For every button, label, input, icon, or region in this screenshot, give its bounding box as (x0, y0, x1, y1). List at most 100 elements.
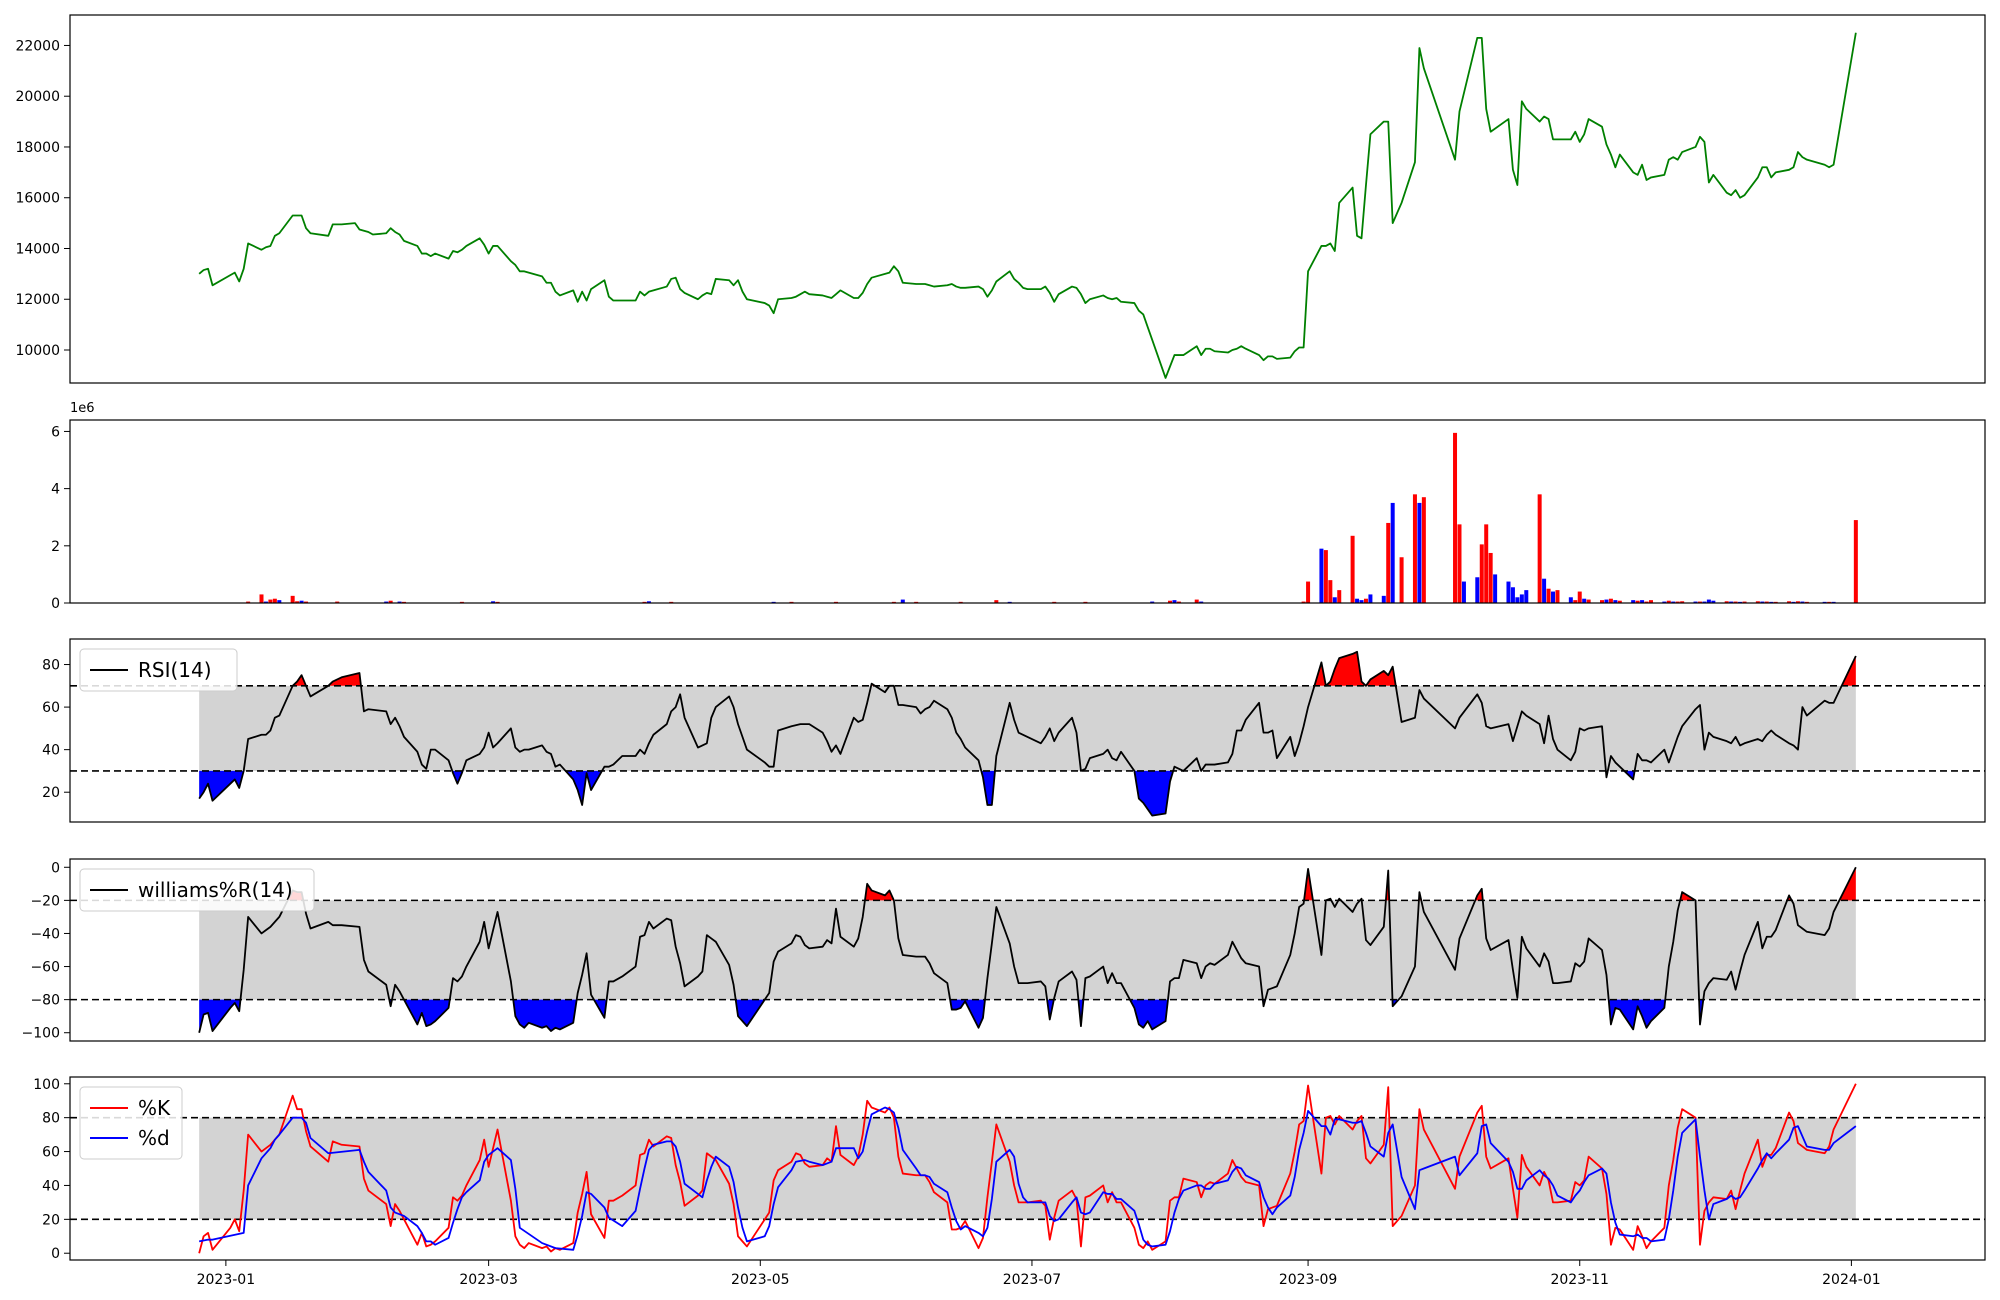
y-tick-label: 60 (42, 1145, 60, 1161)
volume-bar (1332, 597, 1337, 603)
volume-bar (1417, 502, 1422, 603)
volume-bar (384, 601, 389, 603)
volume-bar (335, 601, 340, 603)
volume-bar (1604, 599, 1609, 603)
volume-bar (1644, 601, 1649, 603)
y-tick-label: 4 (51, 482, 60, 498)
volume-bar (1666, 600, 1671, 603)
volume-bar (1617, 600, 1622, 603)
volume-bar (1319, 548, 1324, 603)
volume-bar (1493, 574, 1498, 603)
volume-bar (246, 601, 251, 603)
volume-bar (1853, 520, 1858, 603)
y-tick-label: 22000 (15, 38, 60, 54)
overbought-fill (1325, 651, 1366, 686)
x-tick-label: 2023-01 (197, 1272, 256, 1288)
volume-bar (1506, 581, 1511, 603)
volume-bar (1600, 600, 1604, 603)
volume-bar (1172, 600, 1177, 603)
legend-label: %K (138, 1096, 171, 1120)
price-line (198, 32, 1857, 379)
y-tick-label: −20 (30, 893, 60, 909)
oversold-fill (1608, 999, 1666, 1030)
volume-bar (1176, 601, 1181, 603)
volume-bar (1350, 535, 1355, 603)
y-tick-label: −40 (30, 926, 60, 942)
y-tick-label: 20 (42, 785, 60, 801)
volume-bar (1551, 591, 1556, 603)
y-tick-label: 100 (33, 1077, 60, 1093)
volume-bar (1519, 594, 1524, 603)
volume-bar (646, 601, 651, 603)
volume-bar (1755, 601, 1760, 603)
rsi-frame (69, 638, 1986, 823)
overbought-fill (1314, 662, 1326, 686)
series-line (198, 650, 1857, 817)
volume-bar (1631, 600, 1636, 603)
volume-bar (1150, 601, 1155, 603)
y-tick-label: 20 (42, 1212, 60, 1228)
volume-bar (1635, 600, 1640, 603)
volume-bar (1390, 502, 1395, 603)
y-tick-label: 0 (51, 596, 60, 612)
y-tick-label: −100 (22, 1026, 60, 1042)
volume-bar (1680, 601, 1685, 603)
volume-bar (1577, 591, 1582, 603)
oversold-fill (513, 999, 577, 1032)
volume-bar (1359, 600, 1364, 603)
volume-bar (1537, 494, 1542, 603)
volume-bar (1484, 524, 1489, 603)
volume-bar (388, 600, 393, 603)
volume-bar (1337, 590, 1342, 603)
volume-bar (994, 600, 999, 603)
volume-bar (1613, 600, 1618, 603)
volume-bar (1488, 552, 1493, 603)
x-tick-label: 2023-09 (1279, 1272, 1338, 1288)
volume-bar (1168, 600, 1173, 603)
volume-bar (1453, 432, 1458, 603)
volume-bar (1363, 598, 1368, 603)
x-tick-label: 2023-05 (731, 1272, 790, 1288)
oversold-fill (981, 770, 995, 805)
volume-bar (1368, 594, 1373, 603)
price-frame (69, 14, 1986, 384)
volume-bar (900, 599, 905, 603)
y-tick-label: −80 (30, 993, 60, 1009)
volume-frame (69, 419, 1986, 604)
overbought-fill (1365, 666, 1396, 686)
volume-bar (272, 598, 277, 603)
x-axis: 2023-01 2023-03 2023-05 2023-07 2023-09 2023-… (197, 1260, 1881, 1288)
x-tick-label: 2024-01 (1822, 1272, 1881, 1288)
y-tick-label: 16000 (15, 191, 60, 207)
y-tick-label: 40 (42, 1178, 60, 1194)
volume-bar (263, 601, 268, 603)
y-tick-label: 80 (42, 658, 60, 674)
legend-label: RSI(14) (138, 658, 212, 682)
volume-bar (1706, 599, 1711, 603)
overbought-fill (864, 883, 894, 901)
overbought-fill (1304, 868, 1313, 901)
volume-bar (1355, 598, 1360, 603)
volume-bar (1640, 600, 1645, 603)
volume-panel: 0 2 4 6 1e6 (51, 401, 1858, 612)
volume-bar (1675, 601, 1680, 603)
volume-bar (1711, 600, 1716, 603)
stochastic-frame (69, 1076, 1986, 1261)
y-tick-label: 0 (51, 1246, 60, 1262)
x-tick-label: 2023-11 (1550, 1272, 1609, 1288)
volume-bar (1479, 544, 1484, 603)
volume-bar (1733, 601, 1738, 603)
y-tick-label: −60 (30, 960, 60, 976)
y-tick-label: 0 (51, 860, 60, 876)
stochastic-panel: 0 20 40 60 80 100 %K %d (33, 1077, 1985, 1262)
volume-bar (397, 601, 402, 603)
y-tick-label: 80 (42, 1111, 60, 1127)
volume-bar (1586, 599, 1591, 603)
y-tick-label: 18000 (15, 140, 60, 156)
volume-bar (1301, 601, 1306, 603)
volume-bar (1306, 581, 1311, 603)
volume-bar (1671, 601, 1676, 603)
volume-bar (1693, 601, 1698, 603)
oversold-fill (199, 770, 244, 801)
williams-frame (69, 858, 1986, 1042)
